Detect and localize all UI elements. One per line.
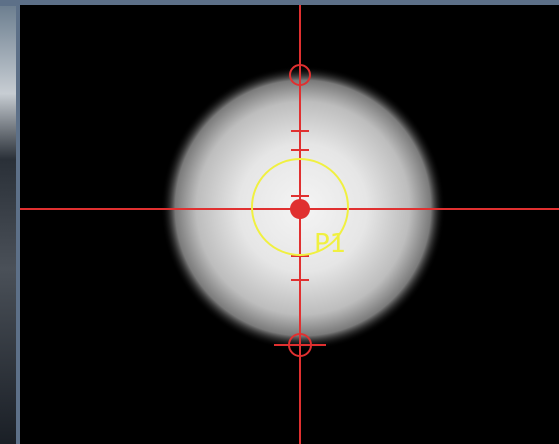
page: P1 (() => { const data = JSON.parse(docu… — [0, 0, 559, 444]
side-panel — [0, 6, 16, 444]
center-point — [290, 199, 310, 219]
viewer: P1 — [0, 0, 559, 444]
roi-label: P1 — [314, 229, 346, 259]
